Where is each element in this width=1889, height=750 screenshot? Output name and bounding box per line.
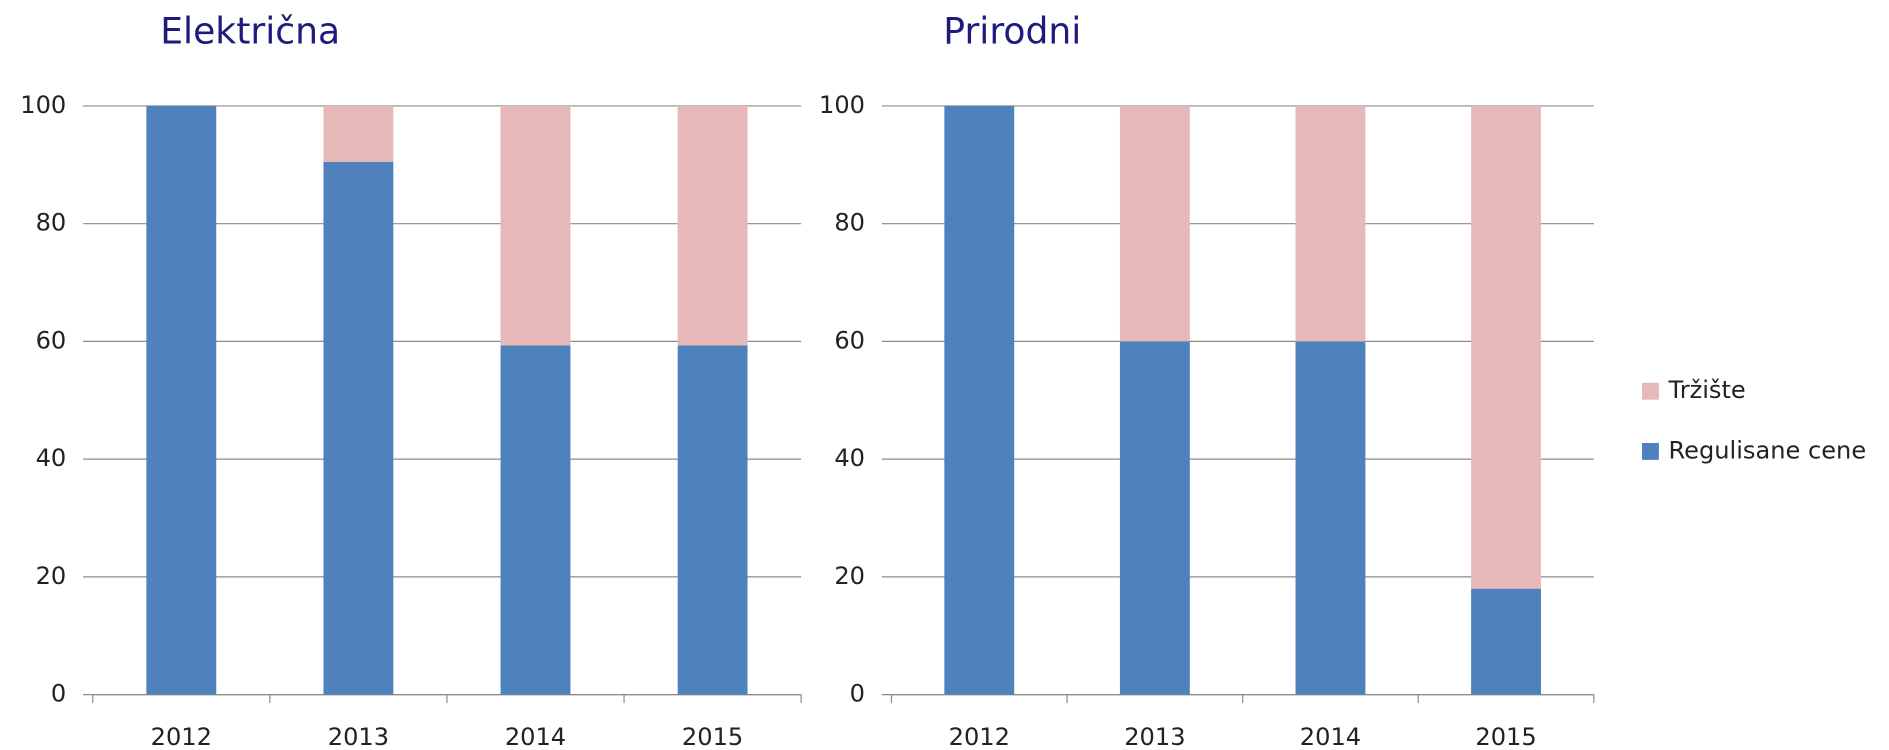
x-tick-label: 2015 (682, 723, 743, 750)
bar-segment (500, 345, 571, 695)
legend-swatch (1642, 382, 1659, 400)
x-tick-label: 2014 (505, 723, 566, 750)
bar-segment (146, 105, 217, 695)
y-tick-label: 0 (850, 680, 865, 708)
legend-swatch (1642, 443, 1659, 460)
y-tick-label: 100 (20, 91, 66, 119)
x-tick-label: 2012 (151, 723, 212, 750)
y-tick-label: 40 (36, 444, 67, 472)
bar-segment (323, 105, 394, 162)
y-tick-label: 60 (834, 326, 865, 354)
bar-segment (500, 105, 571, 346)
chart-title: Električna (160, 10, 340, 53)
x-tick-label: 2013 (328, 723, 389, 750)
y-tick-label: 100 (819, 91, 865, 119)
bar-segment (1119, 341, 1190, 695)
x-tick-label: 2014 (1300, 723, 1361, 750)
x-tick-label: 2015 (1475, 723, 1536, 750)
bar-segment (1119, 105, 1190, 342)
y-tick-label: 20 (834, 562, 865, 590)
chart-title: Prirodni (943, 10, 1081, 53)
bar-segment (1471, 105, 1541, 589)
bar-segment (1295, 105, 1366, 342)
legend-label: Tržište (1668, 376, 1746, 404)
y-tick-label: 80 (834, 209, 865, 237)
x-tick-label: 2012 (949, 723, 1010, 750)
y-tick-label: 20 (36, 562, 67, 590)
y-tick-label: 40 (834, 444, 865, 472)
bar-segment (677, 345, 748, 695)
legend-label: Regulisane cene (1669, 436, 1867, 464)
bar-segment (1471, 588, 1541, 695)
x-tick-label: 2013 (1124, 723, 1185, 750)
bar-segment (323, 161, 394, 695)
bar-segment (677, 105, 748, 346)
bar-segment (944, 105, 1015, 695)
y-tick-label: 80 (36, 209, 67, 237)
y-tick-label: 60 (36, 326, 67, 354)
y-tick-label: 0 (51, 680, 66, 708)
bar-segment (1295, 341, 1366, 695)
